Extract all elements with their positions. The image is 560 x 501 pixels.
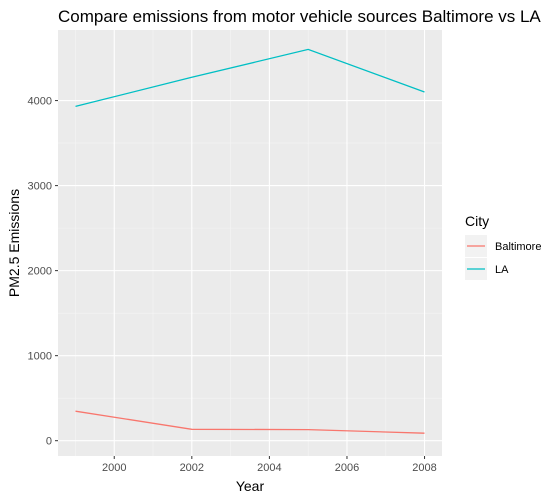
x-tick-label: 2004 bbox=[257, 462, 281, 474]
series-line-la bbox=[75, 48, 425, 108]
legend-label-baltimore: Baltimore bbox=[495, 241, 541, 253]
y-tick-label: 2000 bbox=[28, 266, 52, 278]
legend: City Baltimore LA bbox=[465, 213, 541, 280]
x-tick-label: 2000 bbox=[102, 462, 126, 474]
legend-title: City bbox=[465, 213, 489, 229]
x-tick-label: 2006 bbox=[335, 462, 359, 474]
y-tick-label: 0 bbox=[46, 436, 52, 448]
y-axis: 0 1000 2000 3000 4000 bbox=[28, 96, 58, 448]
y-tick-label: 3000 bbox=[28, 181, 52, 193]
legend-label-la: LA bbox=[495, 264, 509, 276]
series-line-baltimore bbox=[75, 410, 425, 434]
plot-panel bbox=[58, 30, 442, 456]
chart-title: Compare emissions from motor vehicle sou… bbox=[58, 7, 541, 26]
y-axis-title: PM2.5 Emissions bbox=[6, 189, 22, 297]
y-tick-label: 1000 bbox=[28, 351, 52, 363]
x-axis: 2000 2002 2004 2006 2008 bbox=[102, 456, 437, 474]
x-axis-title: Year bbox=[236, 478, 265, 494]
x-tick-label: 2008 bbox=[412, 462, 436, 474]
series-lines bbox=[75, 48, 425, 434]
grid-major bbox=[58, 30, 442, 456]
y-tick-label: 4000 bbox=[28, 96, 52, 108]
x-tick-label: 2002 bbox=[180, 462, 204, 474]
